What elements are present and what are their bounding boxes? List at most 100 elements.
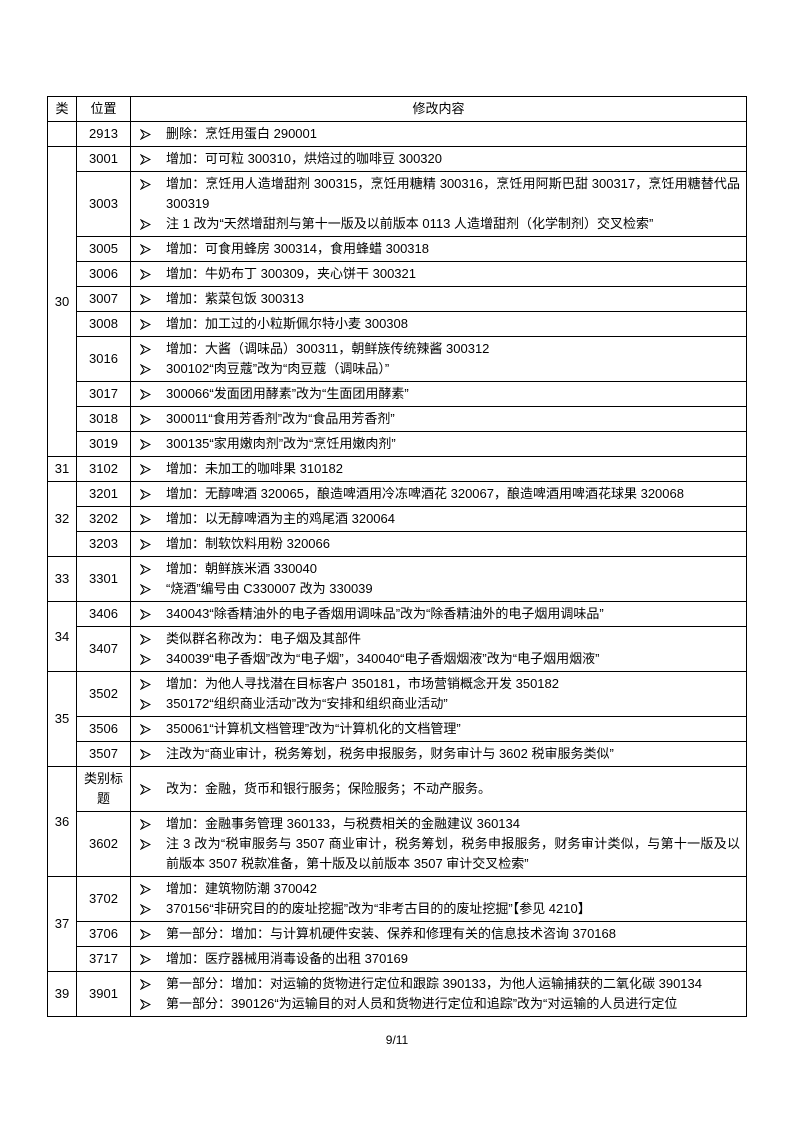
item-text: 350172“组织商业活动”改为“安排和组织商业活动”: [166, 696, 448, 711]
bullet: [140, 219, 151, 230]
change-item: 340043“除香精油外的电子香烟用调味品”改为“除香精油外的电子烟用调味品”: [140, 604, 740, 624]
bullet: [140, 679, 151, 690]
position-cell: 3005: [76, 236, 131, 262]
table-row: 3005 增加：可食用蜂房 300314，食用蜂蜡 300318: [48, 236, 747, 262]
content-cell: 增加：烹饪用人造增甜剂 300315，烹饪用糖精 300316，烹饪用阿斯巴甜 …: [130, 171, 747, 237]
content-cell: 增加：以无醇啤酒为主的鸡尾酒 320064: [130, 506, 747, 532]
position-cell: 3702: [76, 876, 131, 922]
change-item: 第一部分：增加：对运输的货物进行定位和跟踪 390133，为他人运输捕获的二氧化…: [140, 974, 740, 994]
item-text: 增加：朝鲜族米酒 330040: [166, 561, 317, 576]
class-cell: 32: [47, 481, 77, 557]
item-text: 340039“电子香烟”改为“电子烟”，340040“电子香烟烟液”改为“电子烟…: [166, 651, 600, 666]
item-text: 300066“发面团用酵素”改为“生面团用酵素”: [166, 386, 409, 401]
change-table: 类 位置 修改内容 2913 删除：烹饪用蛋白 290001 30 3001 增加：可可…: [47, 96, 747, 1017]
content-cell: 增加：牛奶布丁 300309，夹心饼干 300321: [130, 261, 747, 287]
position-cell: 3102: [76, 456, 131, 482]
bullet: [140, 129, 151, 140]
position-cell: 3201: [76, 481, 131, 507]
position-cell: 3007: [76, 286, 131, 312]
class-cell: 31: [47, 456, 77, 482]
item-text: 注 1 改为“天然增甜剂与第十一版及以前版本 0113 人造增甜剂（化学制剂）交…: [166, 216, 654, 231]
content-cell: 增加：紫菜包饭 300313: [130, 286, 747, 312]
content-cell: 增加：大酱（调味品）300311，朝鲜族传统辣酱 300312 300102“肉豆…: [130, 336, 747, 382]
table-row: 32 3201 增加：无醇啤酒 320065，酿造啤酒用冷冻啤酒花 320067，酿…: [47, 481, 747, 557]
content-cell: 增加：未加工的咖啡果 310182: [130, 456, 747, 482]
table-row: 36 类别标题 改为：金融，货币和银行服务；保险服务；不动产服务。: [47, 766, 747, 877]
item-text: 注改为“商业审计，税务筹划，税务申报服务，财务审计与 3602 税审服务类似”: [166, 746, 614, 761]
change-item: 增加：为他人寻找潜在目标客户 350181，市场营销概念开发 350182: [140, 674, 740, 694]
change-item: 增加：牛奶布丁 300309，夹心饼干 300321: [140, 264, 740, 284]
table-row: 37 3702 增加：建筑物防潮 370042 370156“非研究目的的废址挖掘”改…: [47, 876, 747, 972]
table-row: 39 3901 第一部分：增加：对运输的货物进行定位和跟踪 390133，为他人运输…: [47, 971, 747, 1017]
bullet: [140, 904, 151, 915]
position-cell: 3006: [76, 261, 131, 287]
change-item: 增加：朝鲜族米酒 330040: [140, 559, 740, 579]
header-cell: 位置: [76, 96, 131, 122]
change-item: 增加：大酱（调味品）300311，朝鲜族传统辣酱 300312: [140, 339, 740, 359]
table-row: 31 3102 增加：未加工的咖啡果 310182: [47, 456, 747, 482]
item-text: 300102“肉豆蔻”改为“肉豆蔻（调味品）”: [166, 361, 390, 376]
item-text: 改为：金融，货币和银行服务；保险服务；不动产服务。: [166, 781, 492, 796]
bullet: [140, 819, 151, 830]
page-number: 9/11: [385, 1033, 409, 1047]
bullet: [140, 749, 151, 760]
change-item: 注改为“商业审计，税务筹划，税务申报服务，财务审计与 3602 税审服务类似”: [140, 744, 740, 764]
content-cell: 增加：可食用蜂房 300314，食用蜂蜡 300318: [130, 236, 747, 262]
table-row: 3007 增加：紫菜包饭 300313: [48, 286, 747, 312]
table-row: 33 3301 增加：朝鲜族米酒 330040 “烧酒”编号由 C330007 改为 …: [47, 556, 747, 602]
item-text: 增加：金融事务管理 360133，与税费相关的金融建议 360134: [166, 816, 520, 831]
class-cell: 39: [47, 971, 77, 1017]
bullet: [140, 634, 151, 645]
bullet: [140, 654, 151, 665]
bullet: [140, 389, 151, 400]
table-row: 3407 类似群名称改为：电子烟及其部件 340039“电子香烟”改为“电子烟”，3…: [48, 626, 747, 672]
bullet: [140, 179, 151, 190]
table-row: 3507 注改为“商业审计，税务筹划，税务申报服务，财务审计与 3602 税审服务…: [48, 741, 747, 767]
bullet: [140, 344, 151, 355]
table-row: 34 3406 340043“除香精油外的电子香烟用调味品”改为“除香精油外的电子烟…: [47, 601, 747, 672]
content-cell: 增加：为他人寻找潜在目标客户 350181，市场营销概念开发 350182 350…: [130, 671, 747, 717]
position-cell: 3602: [76, 811, 131, 877]
item-text: 340043“除香精油外的电子香烟用调味品”改为“除香精油外的电子烟用调味品”: [166, 606, 604, 621]
item-text: 类似群名称改为：电子烟及其部件: [166, 631, 362, 646]
change-item: 增加：可食用蜂房 300314，食用蜂蜡 300318: [140, 239, 740, 259]
content-cell: 300135“家用嫩肉剂”改为“烹饪用嫩肉剂”: [130, 431, 747, 457]
change-item: 类似群名称改为：电子烟及其部件: [140, 629, 740, 649]
content-cell: 第一部分：增加：对运输的货物进行定位和跟踪 390133，为他人运输捕获的二氧化…: [130, 971, 747, 1017]
change-item: 350172“组织商业活动”改为“安排和组织商业活动”: [140, 694, 740, 714]
table-row: 3506 350061“计算机文档管理”改为“计算机化的文档管理”: [48, 716, 747, 742]
item-text: 删除：烹饪用蛋白 290001: [166, 126, 317, 141]
table-row: 3018 300011“食用芳香剂”改为“食品用芳香剂”: [48, 406, 747, 432]
table-row: 3019 300135“家用嫩肉剂”改为“烹饪用嫩肉剂”: [48, 431, 747, 457]
table-row: 35 3502 增加：为他人寻找潜在目标客户 350181，市场营销概念开发 350…: [47, 671, 747, 767]
bullet: [140, 539, 151, 550]
change-item: 删除：烹饪用蛋白 290001: [140, 124, 740, 144]
class-cell: 36: [47, 766, 77, 877]
bullet: [140, 464, 151, 475]
bullet: [140, 884, 151, 895]
position-cell: 3507: [76, 741, 131, 767]
item-text: 增加：可食用蜂房 300314，食用蜂蜡 300318: [166, 241, 429, 256]
change-item: 增加：建筑物防潮 370042: [140, 879, 740, 899]
table-row: 30 3001 增加：可可粒 300310，烘焙过的咖啡豆 300320: [47, 146, 747, 457]
change-item: 增加：烹饪用人造增甜剂 300315，烹饪用糖精 300316，烹饪用阿斯巴甜 …: [140, 174, 740, 214]
change-item: 300066“发面团用酵素”改为“生面团用酵素”: [140, 384, 740, 404]
position-cell: 3506: [76, 716, 131, 742]
table-row: 3202 增加：以无醇啤酒为主的鸡尾酒 320064: [48, 506, 747, 532]
item-text: “烧酒”编号由 C330007 改为 330039: [166, 581, 373, 596]
item-text: 增加：制软饮料用粉 320066: [166, 536, 330, 551]
item-text: 370156“非研究目的的废址挖掘”改为“非考古目的的废址挖掘”【参见 4210…: [166, 901, 591, 916]
bullet: [140, 979, 151, 990]
class-cell: 37: [47, 876, 77, 972]
position-cell: 3016: [76, 336, 131, 382]
header-cell: 类: [47, 96, 77, 122]
position-cell: 类别标题: [76, 766, 131, 812]
change-item: “烧酒”编号由 C330007 改为 330039: [140, 579, 740, 599]
item-text: 第一部分：增加：与计算机硬件安装、保养和修理有关的信息技术咨询 370168: [166, 926, 616, 941]
change-item: 增加：无醇啤酒 320065，酿造啤酒用冷冻啤酒花 320067，酿造啤酒用啤酒…: [140, 484, 740, 504]
position-cell: 3717: [76, 946, 131, 972]
change-item: 注 3 改为“税审服务与 3507 商业审计，税务筹划，税务申报服务，财务审计类…: [140, 834, 740, 874]
item-text: 增加：医疗器械用消毒设备的出租 370169: [166, 951, 408, 966]
change-item: 增加：未加工的咖啡果 310182: [140, 459, 740, 479]
